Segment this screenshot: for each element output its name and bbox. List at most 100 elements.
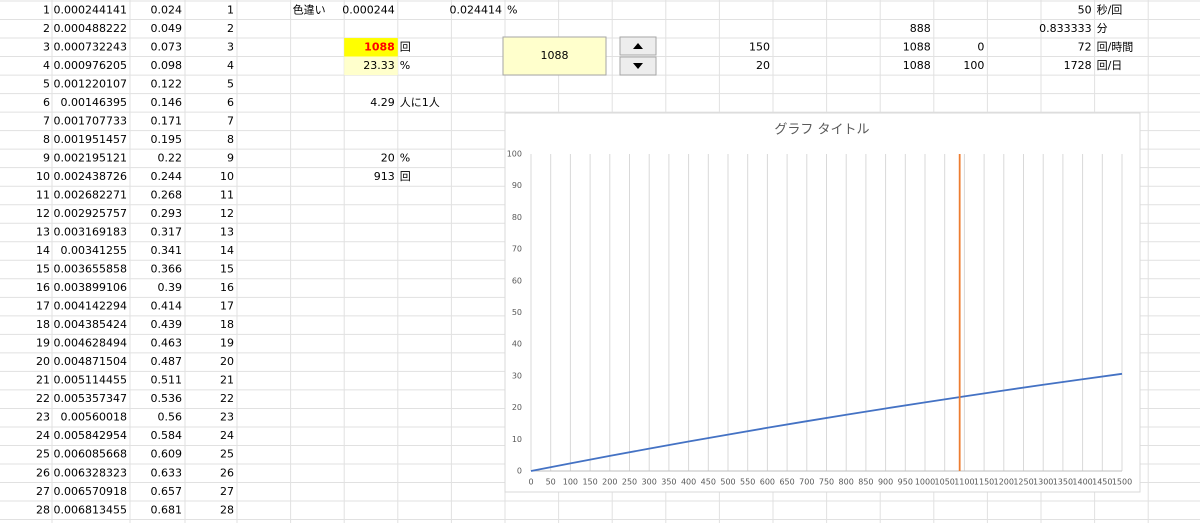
y-tick-label: 30 xyxy=(512,371,522,380)
cell: 1728 xyxy=(1064,59,1092,72)
cell: 0.414 xyxy=(151,300,183,313)
highlight xyxy=(344,56,398,76)
cell: 0.001707733 xyxy=(54,114,127,127)
cell: 15 xyxy=(220,263,234,276)
series-line xyxy=(530,372,1123,472)
cell: 0.293 xyxy=(151,207,183,220)
cell: 6 xyxy=(227,96,234,109)
cell: 18 xyxy=(220,318,234,331)
cell: 7 xyxy=(227,114,234,127)
cell: 0.001951457 xyxy=(54,133,127,146)
cell: 0.317 xyxy=(151,226,183,239)
cell: 0.049 xyxy=(151,22,183,35)
cell: 11 xyxy=(220,188,234,201)
cell: 19 xyxy=(220,337,234,350)
row-number: 1 xyxy=(43,3,50,16)
x-tick-label: 650 xyxy=(779,478,794,487)
cell: 回/時間 xyxy=(1097,40,1134,53)
x-tick-label: 400 xyxy=(681,478,696,487)
row-number: 16 xyxy=(36,281,50,294)
cell: 0.633 xyxy=(151,466,183,479)
y-tick-label: 50 xyxy=(512,308,522,317)
cell: 回 xyxy=(400,170,411,183)
x-tick-label: 900 xyxy=(878,478,893,487)
spinner-down[interactable] xyxy=(619,56,657,76)
cell: 0.005357347 xyxy=(54,392,127,405)
cell: 0.024 xyxy=(151,3,183,16)
cell: 12 xyxy=(220,207,234,220)
y-tick-label: 0 xyxy=(517,467,522,476)
cell: 22 xyxy=(220,392,234,405)
cell: 4.29 xyxy=(370,96,395,109)
cell: 25 xyxy=(220,448,234,461)
cell: 0.003169183 xyxy=(54,226,127,239)
row-number: 14 xyxy=(36,244,50,257)
row-number: 11 xyxy=(36,188,50,201)
chart-area xyxy=(504,112,1141,493)
x-tick-label: 850 xyxy=(858,478,873,487)
x-tick-label: 50 xyxy=(546,478,556,487)
cell: 72 xyxy=(1078,40,1092,53)
y-tick-label: 40 xyxy=(512,340,522,349)
cell: 0.584 xyxy=(151,429,183,442)
x-tick-label: 600 xyxy=(760,478,775,487)
cell: 0.00146395 xyxy=(61,96,127,109)
cell: 分 xyxy=(1097,22,1108,35)
x-tick-label: 1150 xyxy=(974,478,994,487)
y-tick-label: 60 xyxy=(512,276,522,285)
cell: 0.487 xyxy=(151,355,183,368)
cell: 913 xyxy=(374,170,395,183)
row-number: 6 xyxy=(43,96,50,109)
cell: 13 xyxy=(220,226,234,239)
cell-backgrounds xyxy=(344,38,398,76)
cell: 0.00560018 xyxy=(61,411,127,424)
cell: 0.195 xyxy=(151,133,183,146)
cell: 0.006328323 xyxy=(54,466,127,479)
cell: 0.536 xyxy=(151,392,183,405)
x-tick-label: 1050 xyxy=(935,478,955,487)
x-tick-label: 1100 xyxy=(954,478,974,487)
cell: 26 xyxy=(220,466,234,479)
x-tick-label: 150 xyxy=(582,478,597,487)
x-tick-label: 250 xyxy=(622,478,637,487)
cell: 0.511 xyxy=(151,374,183,387)
cell: 23 xyxy=(220,411,234,424)
x-tick-label: 1350 xyxy=(1053,478,1073,487)
cell: 0.006813455 xyxy=(54,503,127,516)
cell: 14 xyxy=(220,244,234,257)
x-tick-label: 200 xyxy=(602,478,617,487)
cell: 0.146 xyxy=(151,96,183,109)
cell: 0.56 xyxy=(158,411,183,424)
cell: 0.22 xyxy=(158,151,183,164)
x-tick-label: 1000 xyxy=(915,478,935,487)
cell: 0.000976205 xyxy=(54,59,127,72)
cell: 0.098 xyxy=(151,59,183,72)
row-number: 7 xyxy=(43,114,50,127)
cell: 0.002925757 xyxy=(54,207,127,220)
cell: 0.000488222 xyxy=(54,22,127,35)
cell: 0.002682271 xyxy=(54,188,127,201)
cell: 4 xyxy=(227,59,234,72)
row-number: 24 xyxy=(36,429,50,442)
cell: 50 xyxy=(1078,3,1092,16)
row-number: 21 xyxy=(36,374,50,387)
highlight xyxy=(344,38,398,57)
cell: 17 xyxy=(220,300,234,313)
cell: 23.33 xyxy=(363,59,395,72)
spinner-up[interactable] xyxy=(619,36,657,56)
row-number: 25 xyxy=(36,448,50,461)
spinner-box[interactable] xyxy=(502,36,607,76)
cell: 21 xyxy=(220,374,234,387)
cell: 0.004142294 xyxy=(54,300,127,313)
x-tick-label: 1200 xyxy=(994,478,1014,487)
cell: 0.000244 xyxy=(342,3,395,16)
row-number: 4 xyxy=(43,59,50,72)
cell: 0.244 xyxy=(151,170,183,183)
cell: 0.004871504 xyxy=(54,355,127,368)
cell: 0.657 xyxy=(151,485,183,498)
x-tick-label: 700 xyxy=(799,478,814,487)
x-tick-label: 800 xyxy=(839,478,854,487)
cell: 10 xyxy=(220,170,234,183)
row-number: 19 xyxy=(36,337,50,350)
